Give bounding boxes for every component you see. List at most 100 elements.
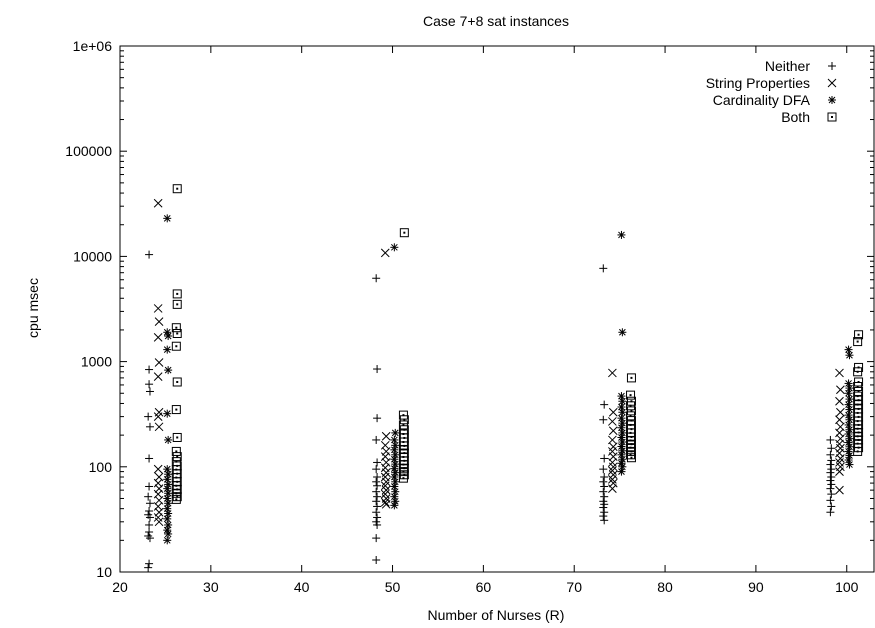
x-tick-label: 100	[835, 579, 859, 595]
data-point	[372, 465, 380, 473]
data-point	[827, 490, 835, 498]
data-point	[154, 373, 162, 381]
y-tick-label: 10000	[73, 248, 112, 264]
data-point	[827, 444, 835, 452]
legend-label: Both	[781, 109, 810, 125]
data-point	[372, 508, 380, 516]
data-point	[373, 513, 381, 521]
data-point	[617, 231, 625, 239]
y-tick-label: 100000	[65, 143, 112, 159]
data-point	[826, 436, 834, 444]
data-point	[155, 485, 163, 493]
x-axis: 20 30 40 50 60 70 80 90 100	[112, 46, 858, 595]
data-point	[600, 401, 608, 409]
y-tick-label: 1000	[81, 354, 112, 370]
data-point	[617, 468, 625, 476]
data-point	[599, 478, 607, 486]
data-point	[144, 532, 152, 540]
legend-marker	[828, 62, 836, 70]
data-point	[826, 477, 834, 485]
data-point	[164, 530, 172, 538]
y-axis-label: cpu msec	[25, 278, 41, 338]
data-point	[145, 482, 153, 490]
data-point	[145, 380, 153, 388]
data-point	[145, 560, 153, 568]
data-point	[826, 496, 834, 504]
data-point	[845, 389, 853, 397]
legend-marker	[828, 113, 836, 121]
data-point	[373, 482, 381, 490]
data-point	[163, 346, 171, 354]
data-point	[373, 458, 381, 466]
data-point	[373, 414, 381, 422]
x-tick-label: 50	[385, 579, 401, 595]
data-point	[155, 359, 163, 367]
data-point	[145, 251, 153, 259]
data-point	[609, 408, 617, 416]
data-point	[826, 461, 834, 469]
data-point	[372, 274, 380, 282]
data-point	[154, 479, 162, 487]
data-point	[146, 423, 154, 431]
x-tick-label: 90	[748, 579, 764, 595]
series-neither	[144, 251, 835, 572]
x-tick-label: 80	[657, 579, 673, 595]
data-point	[145, 454, 153, 462]
data-point	[381, 249, 389, 257]
data-point	[372, 534, 380, 542]
y-tick-label: 10	[96, 564, 112, 580]
data-point	[600, 508, 608, 516]
data-point	[835, 429, 843, 437]
data-point	[827, 473, 835, 481]
legend-marker	[828, 96, 836, 104]
data-point	[845, 351, 853, 359]
y-tick-label: 1e+06	[73, 38, 113, 54]
data-point	[163, 536, 171, 544]
data-point	[372, 436, 380, 444]
data-point	[845, 346, 853, 354]
data-point	[146, 387, 154, 395]
data-point	[154, 502, 162, 510]
data-point	[164, 366, 172, 374]
data-point	[608, 485, 616, 493]
x-tick-label: 70	[566, 579, 582, 595]
data-point	[372, 556, 380, 564]
data-point	[173, 290, 181, 298]
data-point	[627, 374, 635, 382]
data-point	[608, 417, 616, 425]
data-point	[599, 512, 607, 520]
data-point	[391, 429, 399, 437]
data-point	[826, 469, 834, 477]
data-point	[609, 427, 617, 435]
data-point	[164, 436, 172, 444]
data-point	[400, 229, 408, 237]
data-point	[390, 243, 398, 251]
data-point	[173, 185, 181, 193]
data-point	[372, 488, 380, 496]
data-point	[600, 482, 608, 490]
data-point	[835, 397, 843, 405]
data-point	[835, 369, 843, 377]
data-point	[600, 493, 608, 501]
data-point	[373, 493, 381, 501]
data-point	[618, 397, 626, 405]
data-point	[826, 451, 834, 459]
data-point	[827, 456, 835, 464]
data-point	[372, 478, 380, 486]
data-point	[845, 461, 853, 469]
data-point	[600, 454, 608, 462]
data-point	[154, 333, 162, 341]
data-point	[172, 406, 180, 414]
data-point	[836, 386, 844, 394]
data-point	[164, 332, 172, 340]
data-point	[836, 408, 844, 416]
data-point	[145, 366, 153, 374]
data-point	[144, 413, 152, 421]
data-point	[390, 501, 398, 509]
data-point	[827, 502, 835, 510]
data-point	[173, 378, 181, 386]
x-tick-label: 40	[294, 579, 310, 595]
data-point	[144, 564, 152, 572]
